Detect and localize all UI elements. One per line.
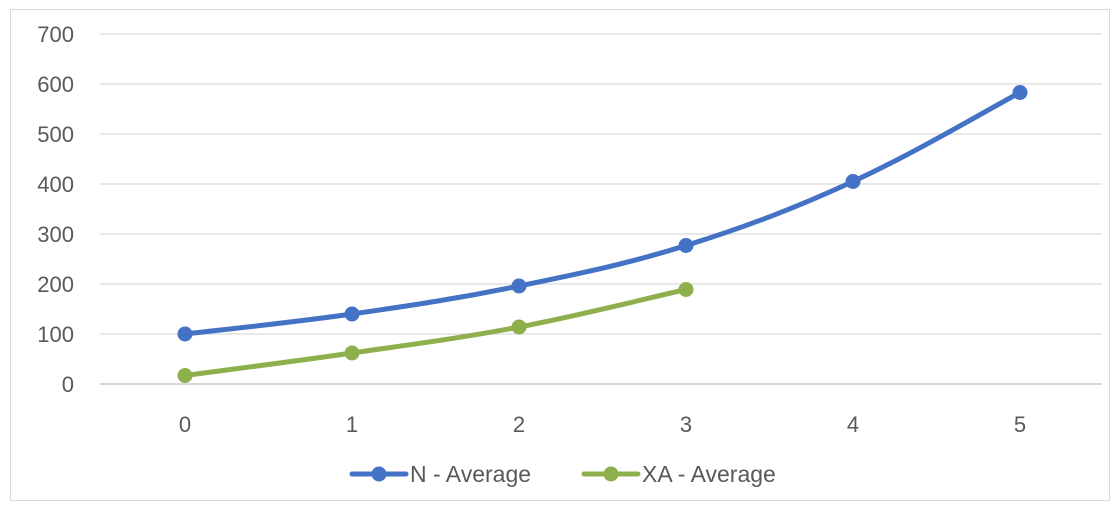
y-tick-label: 200 bbox=[37, 272, 74, 297]
data-point bbox=[678, 238, 694, 253]
x-tick-label: 1 bbox=[346, 412, 358, 437]
legend-swatch-marker bbox=[371, 466, 387, 482]
legend-label: N - Average bbox=[410, 461, 531, 487]
x-tick-label: 0 bbox=[179, 412, 191, 437]
x-tick-label: 2 bbox=[513, 412, 525, 437]
y-tick-label: 700 bbox=[37, 22, 74, 47]
series-n-average bbox=[177, 85, 1028, 342]
y-tick-label: 100 bbox=[37, 322, 74, 347]
legend-item: N - Average bbox=[349, 461, 531, 487]
chart-frame bbox=[10, 9, 1110, 501]
legend-swatch-marker bbox=[603, 466, 619, 482]
x-tick-label: 4 bbox=[847, 412, 859, 437]
data-point bbox=[177, 368, 193, 383]
legend: N - Average XA - Average bbox=[349, 461, 776, 487]
data-point bbox=[344, 306, 360, 322]
x-tick-label: 3 bbox=[680, 412, 692, 437]
data-point bbox=[1012, 85, 1028, 100]
y-tick-label: 500 bbox=[37, 122, 74, 147]
y-tick-label: 300 bbox=[37, 222, 74, 247]
series-layer bbox=[177, 85, 1028, 383]
series-xa-average bbox=[177, 282, 694, 383]
data-point bbox=[177, 326, 193, 342]
data-point bbox=[511, 319, 527, 335]
y-axis-tick-labels: 0 100 200 300 400 500 600 700 bbox=[37, 22, 74, 397]
y-tick-label: 400 bbox=[37, 172, 74, 197]
y-tick-label: 0 bbox=[62, 372, 74, 397]
data-point bbox=[344, 345, 360, 361]
x-axis-tick-labels: 0 1 2 3 4 5 bbox=[179, 412, 1026, 437]
legend-item: XA - Average bbox=[581, 461, 776, 487]
legend-label: XA - Average bbox=[642, 461, 776, 487]
gridlines bbox=[100, 33, 1102, 385]
series-line bbox=[182, 90, 1023, 337]
data-point bbox=[845, 174, 861, 189]
y-tick-label: 600 bbox=[37, 72, 74, 97]
data-point bbox=[511, 278, 527, 294]
x-tick-label: 5 bbox=[1014, 412, 1026, 437]
data-point bbox=[678, 282, 694, 297]
series-line bbox=[182, 287, 689, 378]
